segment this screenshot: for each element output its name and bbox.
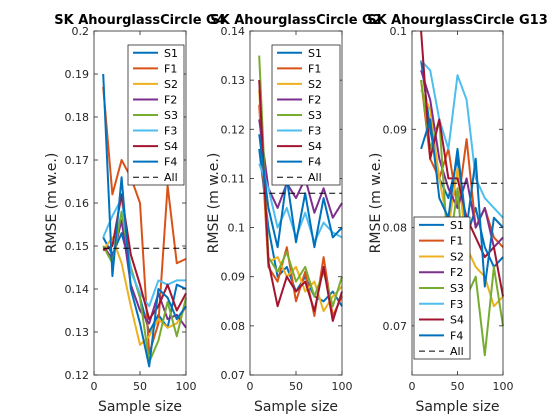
legend-label-f1: F1 <box>164 62 177 75</box>
legend: S1 F1 S2 F2 S3 F3 S4 F4 All <box>272 45 340 185</box>
y-tick-label: 0.17 <box>65 154 90 167</box>
y-tick-label: 0.18 <box>65 111 90 124</box>
x-tick-label: 0 <box>409 380 416 393</box>
legend-label-all: All <box>164 171 178 184</box>
x-tick-label: 100 <box>493 380 514 393</box>
chart-title: SK AhourglassCircle G4 <box>54 13 226 28</box>
legend: S1 F1 S2 F2 S3 F3 S4 F4 All <box>128 45 184 185</box>
legend-label-s1: S1 <box>164 47 178 60</box>
y-tick-label: 0.15 <box>65 240 90 253</box>
legend-label-s1: S1 <box>450 219 464 232</box>
chart-title: SK AhourglassCircle G13 <box>367 13 548 28</box>
y-tick-label: 0.13 <box>221 74 246 87</box>
x-tick-label: 0 <box>91 380 98 393</box>
y-tick-label: 0.11 <box>221 172 246 185</box>
legend-label-f1: F1 <box>450 235 463 248</box>
y-tick-label: 0.16 <box>65 197 90 210</box>
y-tick-label: 0.12 <box>65 369 90 382</box>
legend-label-s2: S2 <box>450 250 464 263</box>
legend-label-f4: F4 <box>164 156 177 169</box>
x-axis-label: Sample size <box>98 399 182 415</box>
legend-label-s2: S2 <box>308 78 322 91</box>
y-axis-label: RMSE (m w.e.) <box>44 153 60 254</box>
x-tick-label: 50 <box>451 380 465 393</box>
y-axis-label: RMSE (m w.e.) <box>206 153 222 254</box>
y-tick-label: 0.09 <box>383 123 408 136</box>
legend-label-s4: S4 <box>450 314 464 327</box>
legend-label-s3: S3 <box>450 282 464 295</box>
legend-label-f2: F2 <box>450 266 463 279</box>
legend-label-s2: S2 <box>164 78 178 91</box>
x-tick-label: 50 <box>133 380 147 393</box>
y-axis-label: RMSE (m w.e.) <box>368 153 384 254</box>
y-tick-label: 0.13 <box>65 326 90 339</box>
legend: S1 F1 S2 F2 S3 F3 S4 F4 All <box>414 217 470 359</box>
legend-label-f3: F3 <box>164 125 177 138</box>
legend-label-f2: F2 <box>308 93 321 106</box>
legend-label-s3: S3 <box>164 109 178 122</box>
x-tick-label: 100 <box>332 380 353 393</box>
x-tick-label: 50 <box>289 380 303 393</box>
y-tick-label: 0.08 <box>383 222 408 235</box>
legend-label-s1: S1 <box>308 47 322 60</box>
legend-label-f3: F3 <box>450 298 463 311</box>
y-tick-label: 0.07 <box>221 369 246 382</box>
x-axis-label: Sample size <box>415 399 499 415</box>
chart-panel-1: 0 50 1000.120.130.140.150.160.170.180.190.… <box>44 13 226 415</box>
y-tick-label: 0.1 <box>228 222 246 235</box>
y-tick-label: 0.07 <box>383 320 408 333</box>
y-tick-label: 0.19 <box>65 68 90 81</box>
legend-label-s3: S3 <box>308 109 322 122</box>
y-tick-label: 0.14 <box>65 283 90 296</box>
y-tick-label: 0.12 <box>221 123 246 136</box>
legend-label-f2: F2 <box>164 93 177 106</box>
legend-label-all: All <box>308 171 322 184</box>
x-tick-label: 100 <box>176 380 197 393</box>
legend-label-f3: F3 <box>308 125 321 138</box>
legend-label-s4: S4 <box>308 140 322 153</box>
x-tick-label: 0 <box>247 380 254 393</box>
legend-label-f4: F4 <box>308 156 321 169</box>
y-tick-label: 0.09 <box>221 271 246 284</box>
legend-label-f1: F1 <box>308 62 321 75</box>
y-tick-label: 0.08 <box>221 320 246 333</box>
x-axis-label: Sample size <box>254 399 338 415</box>
chart-title: SK AhourglassCircle G2 <box>210 13 382 28</box>
legend-label-all: All <box>450 345 464 358</box>
legend-label-s4: S4 <box>164 140 178 153</box>
chart-panel-2: 0 50 1000.070.080.090.10.110.120.130.14Sam… <box>206 13 382 415</box>
legend-label-f4: F4 <box>450 329 463 342</box>
